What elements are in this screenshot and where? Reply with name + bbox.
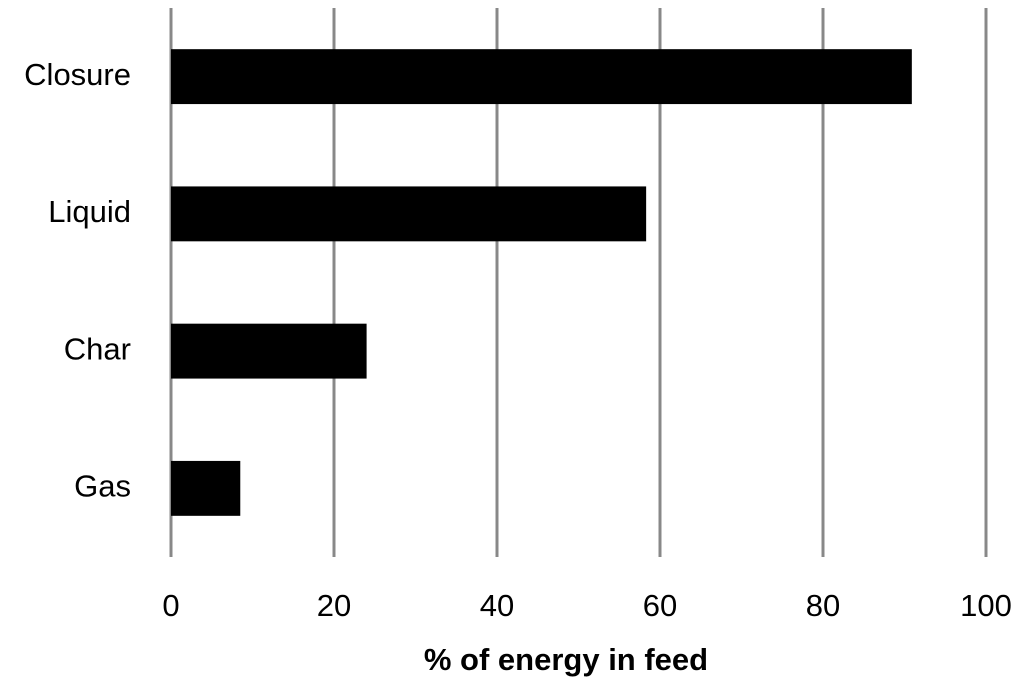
x-tick-label: 80 bbox=[806, 588, 840, 623]
bar bbox=[171, 49, 912, 105]
y-tick-label: Closure bbox=[24, 57, 131, 92]
y-tick-label: Char bbox=[64, 331, 131, 366]
y-tick-label: Gas bbox=[74, 469, 131, 504]
x-tick-label: 20 bbox=[317, 588, 351, 623]
x-tick-label: 100 bbox=[960, 588, 1012, 623]
x-axis-label: % of energy in feed bbox=[424, 642, 708, 677]
bar bbox=[171, 460, 241, 516]
y-tick-label: Liquid bbox=[48, 194, 131, 229]
bar bbox=[171, 323, 367, 379]
bar bbox=[171, 186, 647, 242]
x-tick-label: 40 bbox=[480, 588, 514, 623]
x-tick-label: 60 bbox=[643, 588, 677, 623]
x-tick-label: 0 bbox=[162, 588, 179, 623]
